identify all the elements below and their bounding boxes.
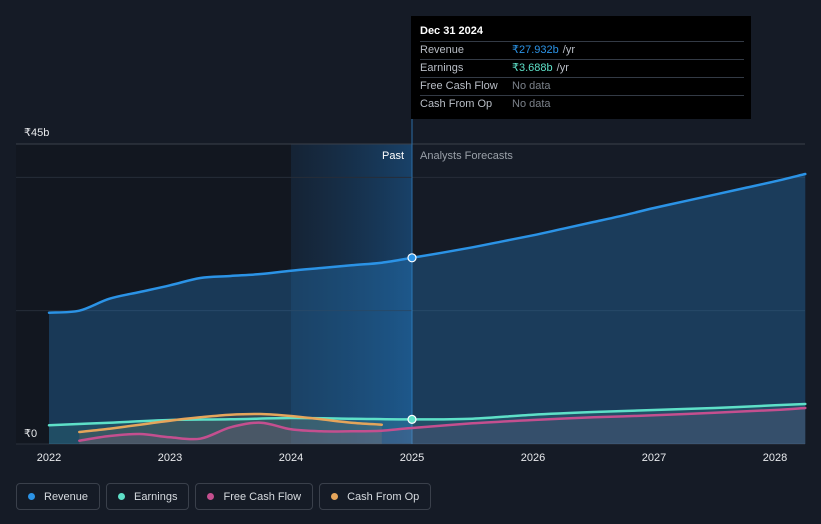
tooltip-row-free-cash-flow: Free Cash Flow No data <box>420 77 744 95</box>
tooltip-label: Earnings <box>420 62 464 74</box>
forecast-label: Analysts Forecasts <box>420 150 513 162</box>
legend-item-earnings[interactable]: Earnings <box>106 483 190 510</box>
earnings-marker <box>407 414 417 424</box>
y-tick-label-bottom: ₹0 <box>24 428 38 440</box>
tooltip-date: Dec 31 2024 <box>420 25 483 37</box>
tooltip-value: ₹3.688b <box>512 62 553 74</box>
tooltip-label: Revenue <box>420 44 465 56</box>
revenue-marker <box>407 253 417 263</box>
cash-from-op-dot-icon <box>331 493 339 500</box>
cash-from-op-line <box>78 412 384 434</box>
legend-item-free-cash-flow[interactable]: Free Cash Flow <box>195 483 314 510</box>
y-tick-label-top: ₹45b <box>24 127 50 139</box>
tooltip-unit: /yr <box>562 44 575 56</box>
tooltip-label: Cash From Op <box>420 98 493 110</box>
x-tick-label: 2026 <box>521 452 545 464</box>
tooltip-value: ₹27.932b <box>512 44 559 56</box>
free-cash-flow-dot-icon <box>207 493 215 500</box>
legend-label: Free Cash Flow <box>223 490 302 503</box>
tooltip: Dec 31 2024 Revenue ₹27.932b /yr Earning… <box>411 16 751 119</box>
revenue-area <box>49 174 806 444</box>
legend-label: Cash From Op <box>347 490 420 503</box>
tooltip-row-revenue: Revenue ₹27.932b /yr <box>420 41 744 59</box>
tooltip-value: No data <box>512 80 551 92</box>
earnings-dot-icon <box>118 493 126 500</box>
x-tick-label: 2027 <box>642 452 666 464</box>
x-tick-label: 2028 <box>763 452 787 464</box>
earnings-area <box>49 404 806 444</box>
legend-label: Revenue <box>44 490 89 503</box>
free-cash-flow-line <box>78 406 807 442</box>
tooltip-row-earnings: Earnings ₹3.688b /yr <box>420 59 744 77</box>
tooltip-unit: /yr <box>556 62 569 74</box>
legend-item-cash-from-op[interactable]: Cash From Op <box>319 483 432 510</box>
tooltip-label: Free Cash Flow <box>420 80 498 92</box>
x-tick-label: 2022 <box>37 452 61 464</box>
revenue-dot-icon <box>28 493 35 500</box>
past-label: Past <box>381 150 404 162</box>
tooltip-row-cash-from-op: Cash From Op No data <box>420 95 744 113</box>
x-tick-label: 2023 <box>158 452 182 464</box>
highlight-region <box>291 144 412 444</box>
legend-label: Earnings <box>134 490 178 503</box>
x-tick-label: 2024 <box>279 452 303 464</box>
revenue-line <box>47 172 807 314</box>
tooltip-value: No data <box>512 98 551 110</box>
legend-item-revenue[interactable]: Revenue <box>16 483 101 510</box>
x-tick-label: 2025 <box>400 452 424 464</box>
legend: Revenue Earnings Free Cash Flow Cash Fro… <box>16 483 432 510</box>
